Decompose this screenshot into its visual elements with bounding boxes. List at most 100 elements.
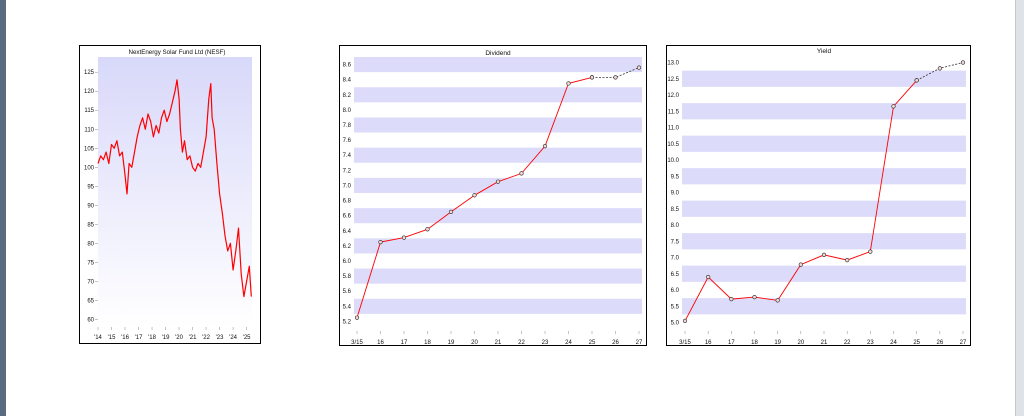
yield-x-tick-label: 17 xyxy=(728,340,735,345)
dividend-gridband xyxy=(354,208,642,224)
yield-data-point xyxy=(845,258,850,263)
yield-y-tick-label: 7.0 xyxy=(671,256,680,262)
dividend-x-tick-label: 21 xyxy=(495,340,502,345)
y-tick-label: 80 xyxy=(87,241,94,247)
yield-y-tick-label: 8.0 xyxy=(671,223,680,229)
price-chart-panel: NextEnergy Solar Fund Ltd (NESF) 60 65 70 75… xyxy=(79,45,261,344)
dividend-data-point xyxy=(378,240,383,245)
dividend-gridband xyxy=(354,147,642,163)
x-tick-label: '22 xyxy=(202,335,210,341)
yield-gridband xyxy=(682,200,966,217)
x-tick-label: '16 xyxy=(121,335,129,341)
dividend-data-point xyxy=(495,179,501,184)
dividend-data-point xyxy=(401,235,407,240)
price-line xyxy=(97,79,252,298)
y-tick-label: 85 xyxy=(87,222,94,228)
yield-x-tick-label: 26 xyxy=(936,340,943,345)
yield-x-tick-label: 27 xyxy=(960,340,967,345)
x-tick-label: '21 xyxy=(189,335,197,341)
yield-y-tick-label: 6.5 xyxy=(671,272,680,278)
yield-x-tick-label: 23 xyxy=(867,340,874,345)
yield-x-tick-label: 21 xyxy=(821,340,828,345)
yield-y-tick-label: 13.0 xyxy=(667,61,679,67)
dividend-y-tick-label: 5.2 xyxy=(343,319,352,325)
dividend-gridband xyxy=(354,298,642,314)
yield-data-point xyxy=(729,297,734,302)
window-left-edge xyxy=(0,0,6,416)
dividend-x-tick-label: 25 xyxy=(589,340,596,345)
yield-gridband xyxy=(682,70,966,87)
dividend-x-tick-label: 23 xyxy=(542,340,549,345)
chart-title: NextEnergy Solar Fund Ltd (NESF) xyxy=(129,49,226,56)
yield-data-point xyxy=(821,252,827,257)
x-tick-label: '19 xyxy=(162,335,170,341)
dividend-x-tick-label: 26 xyxy=(612,340,619,345)
dividend-y-tick-label: 8.2 xyxy=(343,93,352,99)
x-tick-label: '14 xyxy=(94,335,102,341)
price-chart: NextEnergy Solar Fund Ltd (NESF) 60 65 70 75… xyxy=(84,49,252,341)
yield-x-tick-label: 20 xyxy=(797,340,804,345)
y-tick-label: 120 xyxy=(84,89,95,95)
dividend-data-point xyxy=(425,227,430,232)
yield-data-point xyxy=(752,295,757,300)
x-tick-label: '20 xyxy=(175,335,183,341)
dividend-gridband xyxy=(354,177,642,193)
x-tick-label: '15 xyxy=(108,335,116,341)
yield-y-tick-label: 9.5 xyxy=(671,174,680,180)
yield-data-point xyxy=(798,262,803,267)
x-tick-label: '24 xyxy=(229,335,237,341)
dividend-y-tick-label: 5.6 xyxy=(343,289,352,295)
dividend-x-tick-label: 20 xyxy=(471,340,478,345)
dividend-x-tick-label: 19 xyxy=(448,340,455,345)
y-tick-label: 70 xyxy=(87,279,94,285)
yield-data-point xyxy=(960,60,966,65)
yield-y-tick-label: 5.0 xyxy=(671,321,680,327)
yield-gridband xyxy=(682,298,966,315)
x-tick-label: '23 xyxy=(216,335,224,341)
yield-x-tick-label: 3/15 xyxy=(679,340,691,345)
dividend-data-point xyxy=(542,144,548,149)
dividend-y-tick-label: 8.0 xyxy=(343,108,352,114)
dividend-data-point xyxy=(566,81,571,86)
yield-y-tick-label: 6.0 xyxy=(671,288,680,294)
yield-y-tick-label: 9.0 xyxy=(671,191,680,197)
y-tick-label: 115 xyxy=(84,108,94,114)
yield-data-point xyxy=(868,249,873,254)
yield-data-point xyxy=(914,78,919,83)
dividend-y-tick-label: 5.4 xyxy=(343,304,352,310)
yield-gridband xyxy=(682,168,966,185)
yield-data-point xyxy=(706,274,711,280)
dividend-gridband xyxy=(354,238,642,254)
dividend-chart: Dividend 5.2 5.4 5.6 5.8 6.0 6.2 6.4 6.6 6.8 7.0 7.… xyxy=(343,50,643,345)
dividend-x-tick-label: 22 xyxy=(518,340,525,345)
yield-x-tick-label: 25 xyxy=(913,340,920,345)
dividend-y-tick-label: 7.2 xyxy=(343,168,352,174)
dividend-y-tick-label: 5.8 xyxy=(343,274,352,280)
dividend-gridband xyxy=(354,117,642,133)
dividend-data-point xyxy=(448,209,454,214)
dividend-data-point xyxy=(354,315,360,320)
dividend-data-point xyxy=(472,193,477,198)
dividend-dashed-line xyxy=(592,67,640,78)
y-tick-label: 60 xyxy=(87,317,94,323)
y-tick-label: 65 xyxy=(87,298,94,304)
dividend-y-tick-label: 6.2 xyxy=(343,244,352,250)
yield-data-point xyxy=(682,318,688,323)
yield-y-tick-label: 12.0 xyxy=(667,93,679,99)
dividend-y-tick-label: 8.4 xyxy=(343,78,352,84)
yield-gridband xyxy=(682,135,966,152)
y-tick-label: 100 xyxy=(84,165,95,171)
dividend-x-tick-label: 17 xyxy=(401,340,408,345)
yield-chart: Yield 5.0 5.5 6.0 6.5 7.0 7.5 8.0 8.5 9.0 9.5 10.0 1… xyxy=(667,48,967,345)
plot-area-gradient xyxy=(98,57,252,327)
dividend-y-tick-label: 7.0 xyxy=(343,183,352,189)
dividend-gridband xyxy=(354,87,642,103)
yield-y-tick-label: 8.5 xyxy=(671,207,680,213)
dividend-gridband xyxy=(354,268,642,284)
dividend-title: Dividend xyxy=(485,50,511,57)
yield-x-tick-label: 24 xyxy=(890,340,897,345)
x-tick-label: '17 xyxy=(135,335,143,341)
yield-gridband xyxy=(682,233,966,250)
y-tick-label: 125 xyxy=(84,70,95,76)
window-right-scrollbar[interactable] xyxy=(1015,0,1024,416)
